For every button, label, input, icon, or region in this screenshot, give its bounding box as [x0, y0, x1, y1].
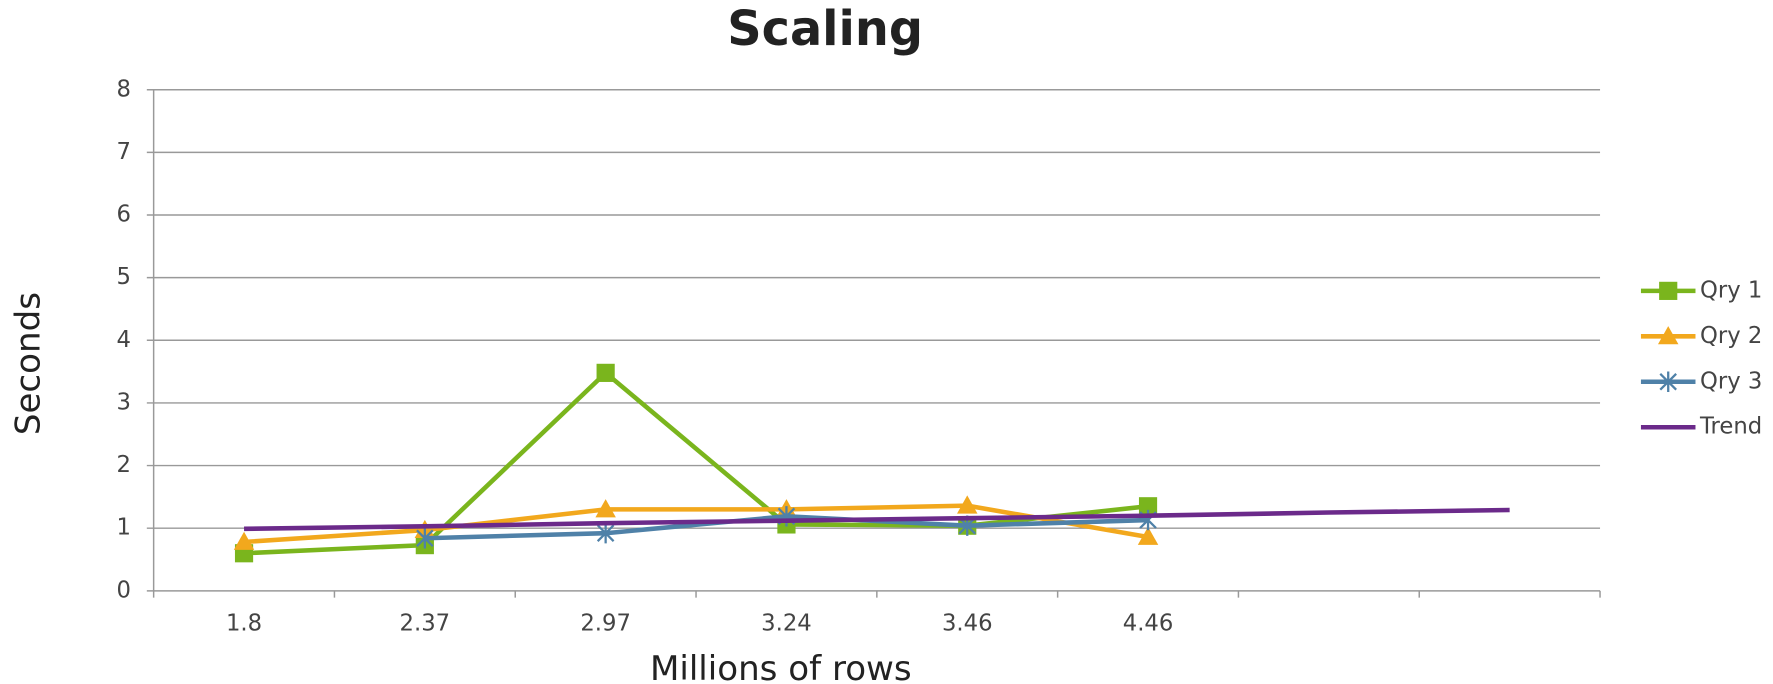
y-axis-label: Seconds — [8, 292, 48, 435]
x-tick-label: 3.24 — [761, 610, 812, 636]
x-tick-label: 2.97 — [580, 610, 631, 636]
x-axis-label: Millions of rows — [650, 649, 912, 684]
marker — [1138, 497, 1158, 516]
legend-label: Qry 3 — [1700, 368, 1762, 394]
y-tick-label: 2 — [116, 452, 130, 478]
y-tick-label: 0 — [116, 577, 130, 603]
series-line — [243, 370, 1149, 556]
legend-marker — [1659, 371, 1677, 392]
series-line — [243, 503, 1149, 545]
legend-label: Qry 1 — [1700, 277, 1762, 303]
x-tick-label: 2.37 — [400, 610, 451, 636]
series-line — [244, 507, 1510, 532]
legend-label: Qry 2 — [1700, 323, 1762, 349]
x-tick-label: 1.8 — [226, 610, 262, 636]
y-tick-label: 4 — [116, 327, 130, 353]
chart-title: Scaling — [727, 2, 923, 57]
legend-marker — [1659, 281, 1678, 300]
legend-marker — [1657, 326, 1679, 345]
y-tick-label: 3 — [116, 389, 130, 415]
marker — [1137, 526, 1159, 545]
marker — [595, 499, 616, 518]
marker — [233, 531, 255, 550]
marker — [416, 527, 434, 549]
marker — [957, 495, 978, 514]
marker — [596, 363, 615, 382]
marker — [596, 522, 615, 544]
y-tick-label: 8 — [116, 76, 130, 102]
y-tick-label: 5 — [116, 264, 130, 290]
x-tick-label: 3.46 — [942, 610, 993, 636]
legend-label: Trend — [1699, 414, 1762, 440]
x-tick-label: 4.46 — [1123, 610, 1174, 636]
y-tick-label: 1 — [116, 515, 130, 541]
y-tick-label: 7 — [116, 139, 130, 165]
y-tick-label: 6 — [116, 202, 130, 228]
